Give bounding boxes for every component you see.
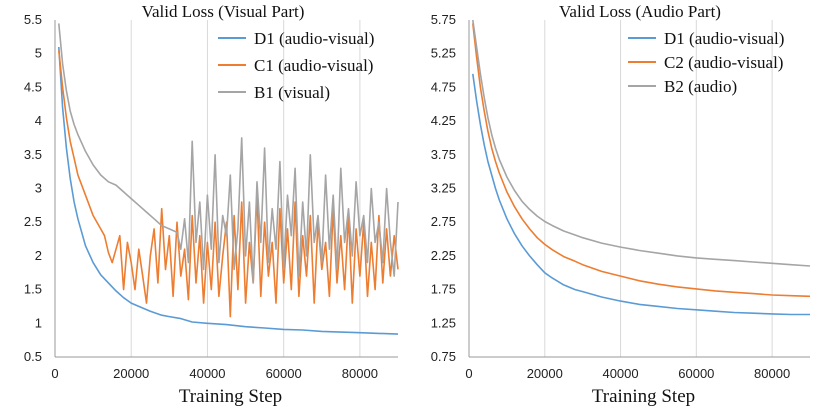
visual-y-tick-label: 3 <box>35 181 42 196</box>
visual-y-tick-label: 4.5 <box>24 79 42 94</box>
audio-x-tick-label: 0 <box>465 366 472 381</box>
audio-series-line-1 <box>472 73 810 316</box>
visual-y-tick-label: 5 <box>35 46 42 61</box>
visual-y-tick-label: 4 <box>35 113 42 128</box>
audio-chart-title: Valid Loss (Audio Part) <box>559 2 721 21</box>
visual-legend-label-2: C1 (audio-visual) <box>254 56 373 75</box>
audio-y-tick-label: 3.25 <box>431 181 456 196</box>
audio-y-tick-label: 1.25 <box>431 315 456 330</box>
visual-x-tick-label: 60000 <box>266 366 302 381</box>
audio-y-tick-label: 4.75 <box>431 79 456 94</box>
audio-x-tick-label: 80000 <box>754 366 790 381</box>
visual-series-line-2 <box>58 50 399 318</box>
audio-y-tick-label: 0.75 <box>431 349 456 364</box>
visual-y-tick-label: 5.5 <box>24 12 42 27</box>
audio-legend-label-2: C2 (audio-visual) <box>664 53 783 72</box>
visual-loss-chart: 0.5 1 1.5 2 2.5 3 3.5 4 4.5 5 5.5 0 20000 40000 60000 8… <box>24 2 399 407</box>
audio-y-tick-label: 1.75 <box>431 282 456 297</box>
visual-x-axis-title: Training Step <box>179 386 282 407</box>
audio-legend: D1 (audio-visual) C2 (audio-visual) B2 (au… <box>628 29 784 96</box>
visual-series-line-3 <box>58 23 399 284</box>
audio-x-tick-label: 20000 <box>527 366 563 381</box>
visual-x-tick-label: 20000 <box>113 366 149 381</box>
audio-loss-chart: 0.75 1.25 1.75 2.25 2.75 3.25 3.75 4.25 4.75 5.25… <box>431 2 811 407</box>
audio-series-line-3 <box>472 19 811 267</box>
audio-series-line-2 <box>472 23 811 298</box>
visual-chart-title: Valid Loss (Visual Part) <box>142 2 305 21</box>
visual-x-tick-label: 40000 <box>189 366 225 381</box>
visual-x-tick-label: 80000 <box>342 366 378 381</box>
audio-legend-label-3: B2 (audio) <box>664 77 737 96</box>
audio-y-tick-label: 5.75 <box>431 12 456 27</box>
visual-y-tick-label: 2.5 <box>24 214 42 229</box>
audio-x-tick-label: 60000 <box>678 366 714 381</box>
visual-legend-label-1: D1 (audio-visual) <box>254 29 374 48</box>
audio-y-tick-label: 3.75 <box>431 147 456 162</box>
audio-y-tick-label: 4.25 <box>431 113 456 128</box>
audio-y-tick-label: 5.25 <box>431 46 456 61</box>
audio-y-tick-label: 2.25 <box>431 248 456 263</box>
visual-series-line-1 <box>58 46 399 335</box>
audio-y-tick-label: 2.75 <box>431 214 456 229</box>
visual-y-tick-label: 1.5 <box>24 282 42 297</box>
audio-legend-label-1: D1 (audio-visual) <box>664 29 784 48</box>
visual-y-tick-label: 1 <box>35 315 42 330</box>
audio-x-tick-label: 40000 <box>602 366 638 381</box>
audio-x-axis-title: Training Step <box>592 386 695 407</box>
visual-y-tick-label: 0.5 <box>24 349 42 364</box>
visual-x-tick-label: 0 <box>51 366 58 381</box>
visual-legend-label-3: B1 (visual) <box>254 83 330 102</box>
visual-legend: D1 (audio-visual) C1 (audio-visual) B1 (vi… <box>218 29 374 102</box>
visual-y-tick-label: 2 <box>35 248 42 263</box>
visual-y-tick-label: 3.5 <box>24 147 42 162</box>
